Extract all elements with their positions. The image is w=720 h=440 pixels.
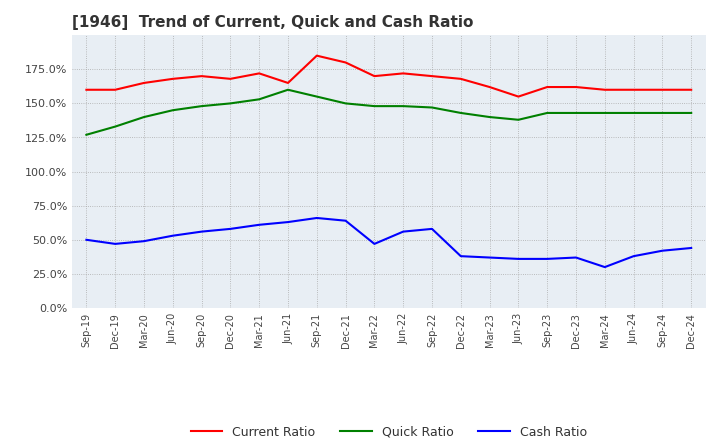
Current Ratio xyxy=(370,73,379,79)
Cash Ratio xyxy=(456,253,465,259)
Quick Ratio xyxy=(658,110,667,116)
Cash Ratio xyxy=(140,238,148,244)
Quick Ratio xyxy=(514,117,523,122)
Quick Ratio xyxy=(456,110,465,116)
Text: [1946]  Trend of Current, Quick and Cash Ratio: [1946] Trend of Current, Quick and Cash … xyxy=(72,15,473,30)
Current Ratio xyxy=(658,87,667,92)
Cash Ratio xyxy=(341,218,350,224)
Current Ratio xyxy=(514,94,523,99)
Quick Ratio xyxy=(629,110,638,116)
Quick Ratio xyxy=(82,132,91,137)
Cash Ratio xyxy=(629,253,638,259)
Quick Ratio xyxy=(197,103,206,109)
Current Ratio xyxy=(543,84,552,90)
Current Ratio xyxy=(572,84,580,90)
Current Ratio xyxy=(82,87,91,92)
Quick Ratio xyxy=(284,87,292,92)
Quick Ratio xyxy=(428,105,436,110)
Current Ratio xyxy=(399,71,408,76)
Quick Ratio xyxy=(543,110,552,116)
Current Ratio xyxy=(111,87,120,92)
Quick Ratio xyxy=(572,110,580,116)
Quick Ratio xyxy=(600,110,609,116)
Quick Ratio xyxy=(370,103,379,109)
Current Ratio xyxy=(197,73,206,79)
Quick Ratio xyxy=(485,114,494,120)
Quick Ratio xyxy=(312,94,321,99)
Cash Ratio xyxy=(370,241,379,246)
Current Ratio xyxy=(255,71,264,76)
Line: Cash Ratio: Cash Ratio xyxy=(86,218,691,267)
Cash Ratio xyxy=(82,237,91,242)
Current Ratio xyxy=(687,87,696,92)
Line: Quick Ratio: Quick Ratio xyxy=(86,90,691,135)
Quick Ratio xyxy=(255,97,264,102)
Cash Ratio xyxy=(572,255,580,260)
Current Ratio xyxy=(140,80,148,85)
Quick Ratio xyxy=(168,107,177,113)
Cash Ratio xyxy=(284,220,292,225)
Quick Ratio xyxy=(111,124,120,129)
Cash Ratio xyxy=(255,222,264,227)
Quick Ratio xyxy=(399,103,408,109)
Current Ratio xyxy=(629,87,638,92)
Legend: Current Ratio, Quick Ratio, Cash Ratio: Current Ratio, Quick Ratio, Cash Ratio xyxy=(186,421,592,440)
Cash Ratio xyxy=(687,246,696,251)
Current Ratio xyxy=(485,84,494,90)
Quick Ratio xyxy=(687,110,696,116)
Current Ratio xyxy=(428,73,436,79)
Cash Ratio xyxy=(485,255,494,260)
Quick Ratio xyxy=(226,101,235,106)
Cash Ratio xyxy=(428,226,436,231)
Cash Ratio xyxy=(514,256,523,261)
Cash Ratio xyxy=(658,248,667,253)
Current Ratio xyxy=(226,76,235,81)
Cash Ratio xyxy=(543,256,552,261)
Line: Current Ratio: Current Ratio xyxy=(86,55,691,96)
Cash Ratio xyxy=(226,226,235,231)
Current Ratio xyxy=(456,76,465,81)
Cash Ratio xyxy=(168,233,177,238)
Quick Ratio xyxy=(341,101,350,106)
Current Ratio xyxy=(312,53,321,58)
Current Ratio xyxy=(341,60,350,65)
Cash Ratio xyxy=(600,264,609,270)
Cash Ratio xyxy=(399,229,408,234)
Current Ratio xyxy=(168,76,177,81)
Cash Ratio xyxy=(312,215,321,220)
Cash Ratio xyxy=(111,241,120,246)
Current Ratio xyxy=(284,80,292,85)
Current Ratio xyxy=(600,87,609,92)
Cash Ratio xyxy=(197,229,206,234)
Quick Ratio xyxy=(140,114,148,120)
